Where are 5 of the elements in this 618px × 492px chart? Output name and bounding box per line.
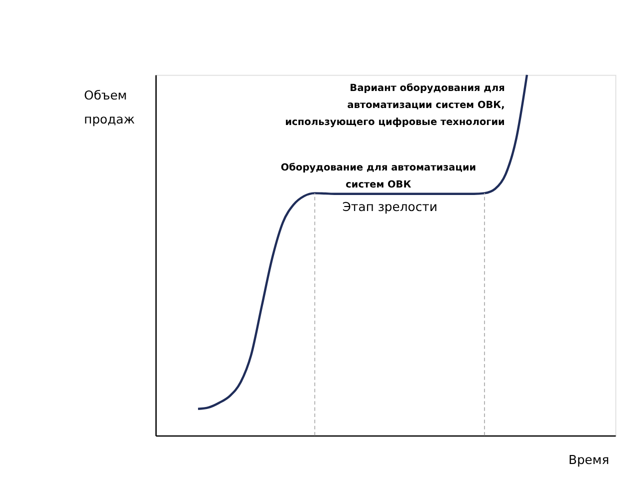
- y-axis-title: Объем продаж: [84, 88, 135, 126]
- annotation: Вариант оборудования для автоматизации систем ОВК, использующего цифровые технологии: [285, 82, 505, 128]
- x-axis-title: Время: [568, 452, 610, 467]
- annotation: Этап зрелости: [342, 200, 438, 214]
- annotation: Оборудование для автоматизации систем ОВК: [280, 162, 476, 190]
